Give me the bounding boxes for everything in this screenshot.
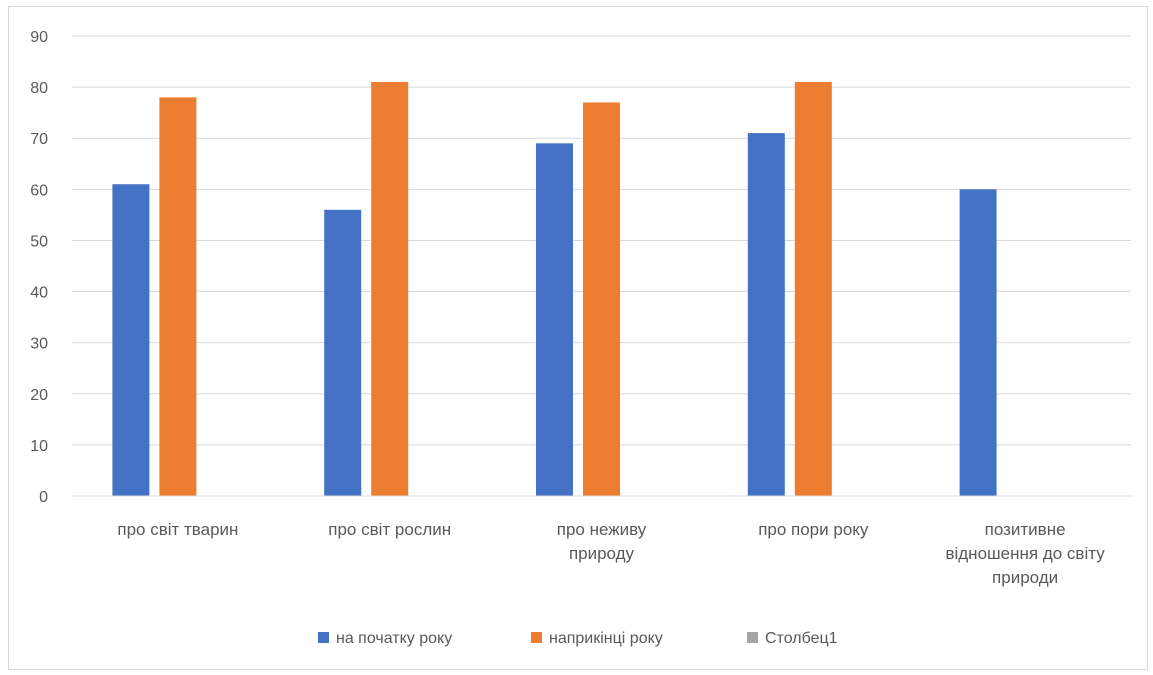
bar-series1-cat2 [324,209,362,496]
legend-item: наприкінці року [531,630,663,647]
y-tick-label: 40 [30,285,48,302]
bar-series1-cat5 [959,189,997,497]
bar-series1-cat3 [536,143,573,497]
legend-label: наприкінці року [549,630,663,647]
y-tick-label: 0 [39,489,48,506]
category-label: про пори року [758,520,869,539]
legend-swatch [318,632,329,643]
chart-frame [8,6,1148,670]
bar-series1-cat4 [747,133,785,496]
legend-item: Столбец1 [747,630,838,647]
y-axis-ticks: 0 10 20 30 40 50 60 70 80 90 [30,29,48,506]
category-label: позитивне відношення до світу природи [945,520,1105,587]
bar-series1-cat1 [112,184,150,496]
category-label: про неживу природу [557,520,647,563]
y-tick-label: 70 [30,131,48,148]
x-axis-categories: про світ тварин про світ рослин про неживу… [117,520,1105,587]
y-tick-label: 90 [30,29,48,46]
category-label: про світ тварин [117,520,238,539]
legend-swatch [531,632,542,643]
category-label-line: про світ тварин [117,520,238,539]
bar-series2-cat2 [371,82,409,496]
legend-swatch [747,632,758,643]
category-label-line: позитивне [985,520,1066,539]
bars [112,82,997,497]
bar-series2-cat3 [583,102,620,496]
legend-label: на початку року [336,630,452,647]
legend: на початку року наприкінці року Столбец1 [318,630,838,647]
category-label-line: про неживу [557,520,647,539]
y-tick-label: 60 [30,182,48,199]
category-label-line: про світ рослин [328,520,451,539]
y-tick-label: 30 [30,336,48,353]
bar-series2-cat4 [794,82,832,496]
y-tick-label: 80 [30,80,48,97]
y-tick-label: 10 [30,438,48,455]
category-label-line: природи [992,568,1058,587]
category-label-line: природу [569,544,635,563]
bar-series2-cat1 [159,97,197,496]
legend-item: на початку року [318,630,452,647]
category-label-line: про пори року [758,520,869,539]
legend-label: Столбец1 [765,630,838,647]
y-tick-label: 50 [30,233,48,250]
category-label-line: відношення до світу [945,544,1105,563]
y-tick-label: 20 [30,387,48,404]
category-label: про світ рослин [328,520,451,539]
